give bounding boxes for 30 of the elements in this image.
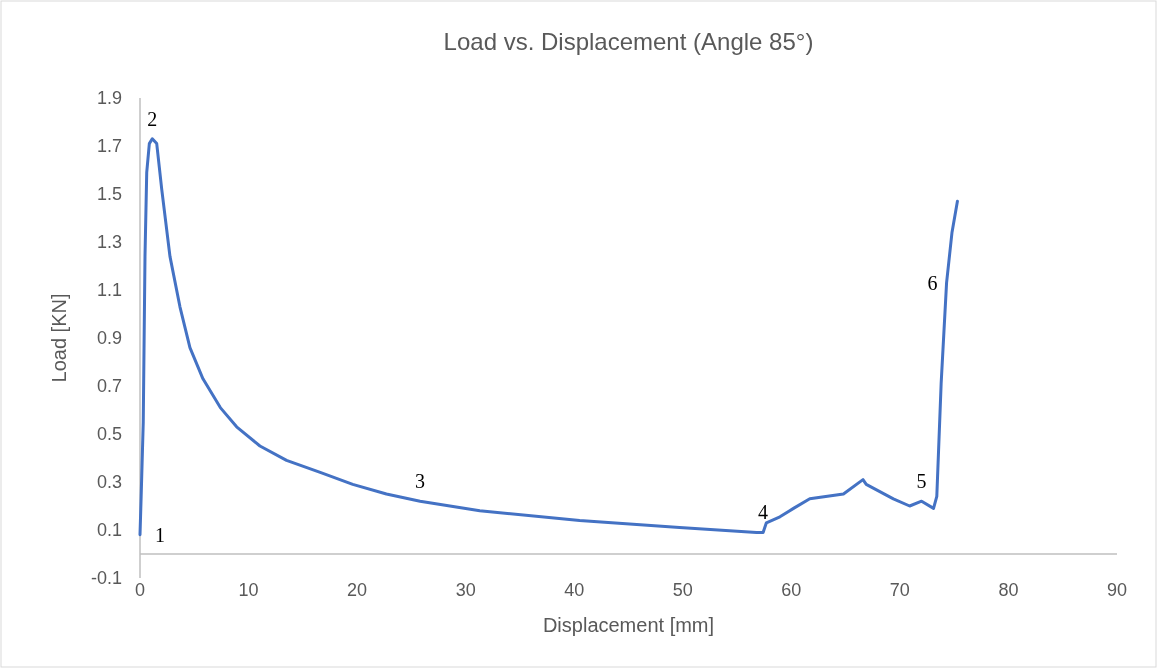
x-tick-label: 0 <box>134 580 146 600</box>
y-tick-label: 0.5 <box>96 424 122 445</box>
y-tick-label: 0.9 <box>96 328 122 349</box>
x-tick-label: 60 <box>781 580 802 600</box>
y-tick-label: -0.1 <box>90 568 122 589</box>
y-tick-label: 1.1 <box>96 280 122 301</box>
y-tick-label: 1.9 <box>96 88 122 109</box>
x-axis-title: Displacement [mm] <box>542 614 715 636</box>
x-tick-label: 10 <box>238 580 259 600</box>
x-tick-label: 80 <box>998 580 1019 600</box>
x-tick-label: 20 <box>347 580 368 600</box>
x-tick-label: 90 <box>1106 580 1128 600</box>
x-tick-label: 30 <box>455 580 476 600</box>
x-tick-label: 40 <box>564 580 585 600</box>
y-tick-label: 1.7 <box>96 136 122 157</box>
annotation: 5 <box>916 470 927 493</box>
chart-title: Load vs. Displacement (Angle 85°) <box>443 28 814 55</box>
annotation: 6 <box>927 271 938 294</box>
y-tick-label: 1.3 <box>96 232 122 253</box>
y-tick-label: 0.7 <box>96 376 122 397</box>
y-tick-label: 0.3 <box>96 472 122 493</box>
x-tick-label: 70 <box>889 580 910 600</box>
annotation: 2 <box>147 107 158 130</box>
annotation: 4 <box>758 501 769 524</box>
y-tick-label: 1.5 <box>96 184 122 205</box>
annotation: 3 <box>415 470 426 493</box>
y-tick-label: 0.1 <box>96 520 122 541</box>
annotation: 1 <box>155 523 165 546</box>
x-tick-label: 50 <box>672 580 693 600</box>
y-axis-title: Load [KN] <box>48 293 70 383</box>
